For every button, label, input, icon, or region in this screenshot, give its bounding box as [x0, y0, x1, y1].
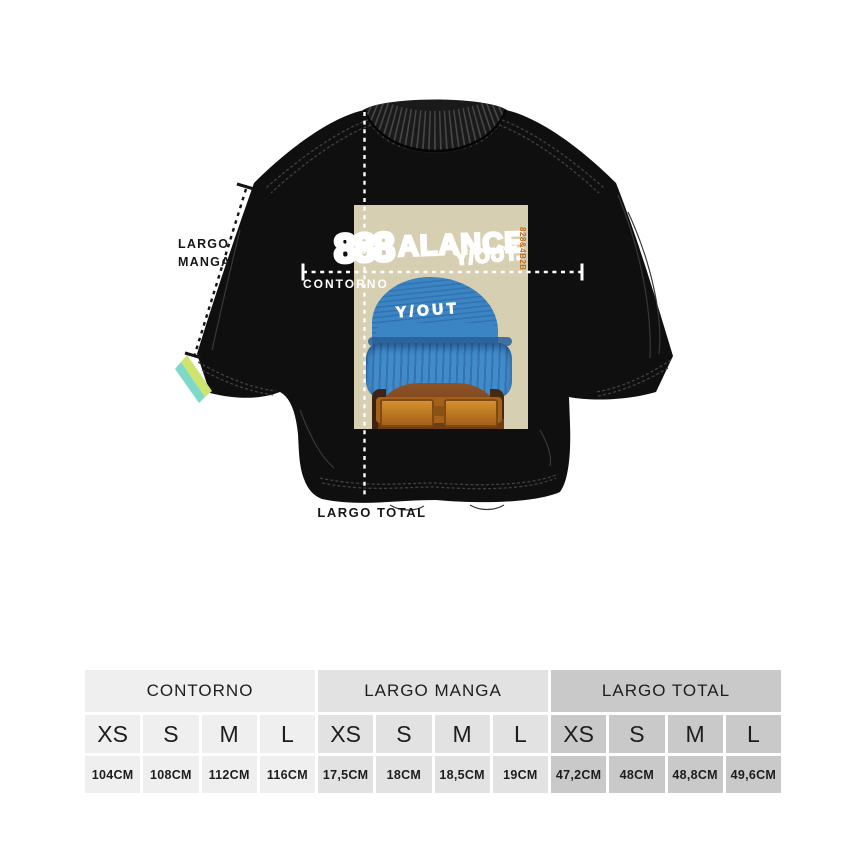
size-label: S — [143, 715, 199, 753]
cuff-accent-marks — [175, 355, 212, 403]
sleeve-length-label: LARGO MANGA — [178, 237, 232, 269]
section-header: LARGO TOTAL — [551, 670, 781, 712]
measurement-value: 108CM — [143, 756, 199, 793]
measurement-value: 49,6CM — [725, 756, 781, 793]
measurement-value: 47,2CM — [551, 756, 607, 793]
measurement-value: 17,5CM — [318, 756, 374, 793]
tshirt-collar — [362, 99, 508, 153]
chest-line — [301, 263, 584, 281]
chest-print: Y/OUT — [354, 205, 528, 429]
sunglasses — [376, 396, 502, 427]
size-label: M — [434, 715, 490, 753]
size-label: XS — [318, 715, 374, 753]
size-label: L — [725, 715, 781, 753]
size-label: M — [667, 715, 723, 753]
brand-graffiti-numbers: 888 — [331, 223, 394, 273]
section-header: CONTORNO — [85, 670, 315, 712]
size-label: L — [259, 715, 315, 753]
total-length-label: LARGO TOTAL — [317, 505, 427, 520]
size-label: S — [609, 715, 665, 753]
measurement-value: 104CM — [85, 756, 141, 793]
stitch-lines — [197, 119, 672, 490]
measurement-value: 19CM — [492, 756, 548, 793]
measurement-value: 112CM — [201, 756, 257, 793]
measurement-value: 48CM — [609, 756, 665, 793]
measurement-value: 18CM — [376, 756, 432, 793]
sunglasses-bridge — [433, 406, 445, 416]
size-table-section-largo-manga: LARGO MANGA XS S M L 17,5CM 18CM 18,5CM … — [318, 670, 548, 793]
size-table-section-contorno: CONTORNO XS S M L 104CM 108CM 112CM 116C… — [85, 670, 315, 793]
fabric-wrinkles — [211, 194, 661, 511]
measurement-value: 18,5CM — [434, 756, 490, 793]
size-table: CONTORNO XS S M L 104CM 108CM 112CM 116C… — [85, 670, 781, 793]
chest-label: CONTORNO — [303, 277, 389, 291]
size-table-section-largo-total: LARGO TOTAL XS S M L 47,2CM 48CM 48,8CM … — [551, 670, 781, 793]
size-label: L — [492, 715, 548, 753]
sleeve-length-line — [184, 182, 255, 360]
size-label: M — [201, 715, 257, 753]
section-header: LARGO MANGA — [318, 670, 548, 712]
print-fine-text: 828&4B2B — [518, 227, 527, 271]
measurement-value: 116CM — [259, 756, 315, 793]
size-label: S — [376, 715, 432, 753]
cheeks — [378, 419, 504, 429]
size-label: XS — [85, 715, 141, 753]
sunglasses-right-lens — [444, 399, 498, 427]
size-label: XS — [551, 715, 607, 753]
beanie-fold-shadow — [368, 337, 512, 346]
measurement-value: 48,8CM — [667, 756, 723, 793]
